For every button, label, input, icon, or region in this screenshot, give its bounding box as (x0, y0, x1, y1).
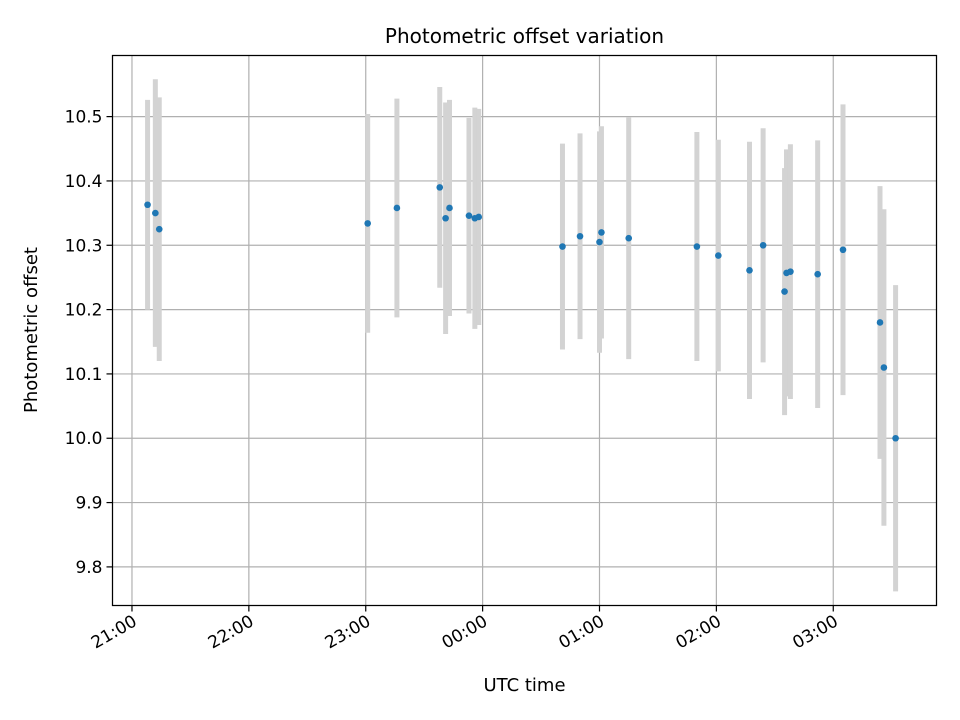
y-tick-label: 10.4 (65, 172, 103, 192)
x-tick-label: 01:00 (556, 612, 608, 654)
plot-area-frame (111, 54, 938, 607)
data-point (144, 201, 151, 209)
data-point (465, 212, 473, 219)
data-point (746, 267, 753, 274)
data-point (155, 225, 163, 233)
data-point (598, 229, 605, 236)
data-point (892, 434, 899, 442)
y-tick-label: 9.8 (75, 558, 102, 578)
data-point (446, 204, 453, 212)
data-point (559, 243, 566, 250)
data-point (576, 232, 584, 240)
data-point (596, 238, 603, 246)
x-axis-label: UTC time (483, 675, 565, 696)
data-point (693, 243, 701, 250)
data-point (781, 288, 788, 295)
x-axis: 21:00 22:00 23:00 00:00 01:00 02:00 03:00 (88, 605, 842, 654)
data-point (393, 204, 401, 212)
y-tick-label: 10.2 (65, 301, 103, 321)
y-tick-label: 10.0 (65, 429, 103, 449)
data-point (759, 241, 767, 249)
data-points (144, 184, 899, 442)
data-point (442, 214, 449, 222)
error-bars (145, 79, 899, 592)
data-point (880, 364, 888, 371)
data-point (715, 252, 722, 259)
y-tick-label: 10.3 (65, 236, 103, 256)
data-point (876, 319, 884, 326)
y-axis: 9.8 9.9 10.0 10.1 10.2 10.3 10.4 10.5 (65, 108, 113, 578)
x-tick-label: 03:00 (789, 612, 841, 654)
data-point (625, 234, 633, 242)
x-tick-label: 22:00 (205, 612, 257, 654)
x-tick-label: 00:00 (439, 612, 491, 654)
data-point (152, 209, 159, 217)
data-point (787, 268, 794, 275)
chart-title: Photometric offset variation (385, 24, 664, 48)
data-point (475, 213, 483, 221)
data-point (814, 270, 821, 278)
grid (112, 55, 937, 606)
y-axis-label: Photometric offset (21, 247, 42, 413)
data-point (839, 246, 847, 254)
y-tick-label: 9.9 (75, 494, 102, 514)
x-tick-label: 23:00 (322, 612, 374, 654)
x-tick-label: 02:00 (672, 612, 724, 654)
x-tick-label: 21:00 (88, 612, 140, 654)
data-point (364, 220, 371, 227)
data-point (436, 184, 444, 191)
y-tick-label: 10.1 (65, 365, 103, 385)
y-tick-label: 10.5 (65, 108, 103, 128)
